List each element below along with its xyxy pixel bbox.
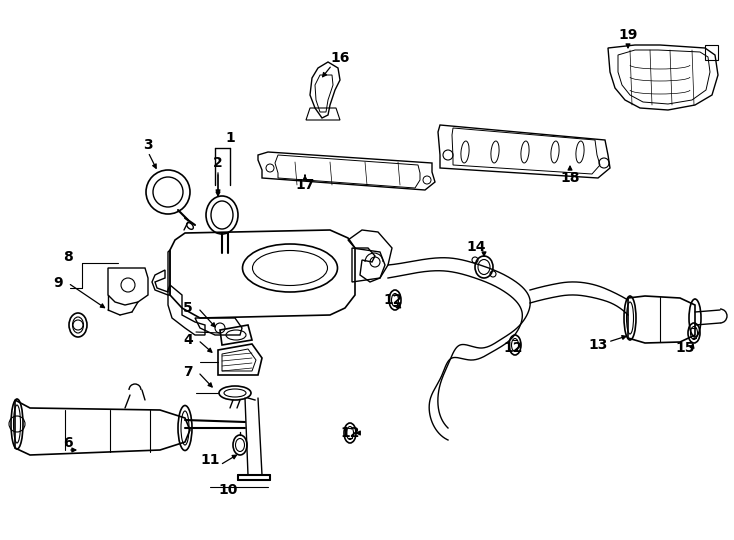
Text: 15: 15 bbox=[675, 341, 695, 355]
Text: 13: 13 bbox=[589, 338, 608, 352]
Text: 9: 9 bbox=[53, 276, 63, 290]
Text: 12: 12 bbox=[341, 426, 360, 440]
Text: 11: 11 bbox=[200, 453, 219, 467]
Text: 4: 4 bbox=[183, 333, 193, 347]
Text: 16: 16 bbox=[330, 51, 349, 65]
Text: 2: 2 bbox=[213, 156, 223, 170]
Text: 5: 5 bbox=[183, 301, 193, 315]
Text: 6: 6 bbox=[63, 436, 73, 450]
Text: 3: 3 bbox=[143, 138, 153, 152]
Text: 19: 19 bbox=[618, 28, 638, 42]
Text: 8: 8 bbox=[63, 250, 73, 264]
Text: 17: 17 bbox=[295, 178, 315, 192]
Text: 10: 10 bbox=[218, 483, 238, 497]
Text: 12: 12 bbox=[383, 293, 403, 307]
Text: 7: 7 bbox=[184, 365, 193, 379]
Text: 12: 12 bbox=[504, 341, 523, 355]
Text: 18: 18 bbox=[560, 171, 580, 185]
Text: 14: 14 bbox=[466, 240, 486, 254]
Text: 1: 1 bbox=[225, 131, 235, 145]
